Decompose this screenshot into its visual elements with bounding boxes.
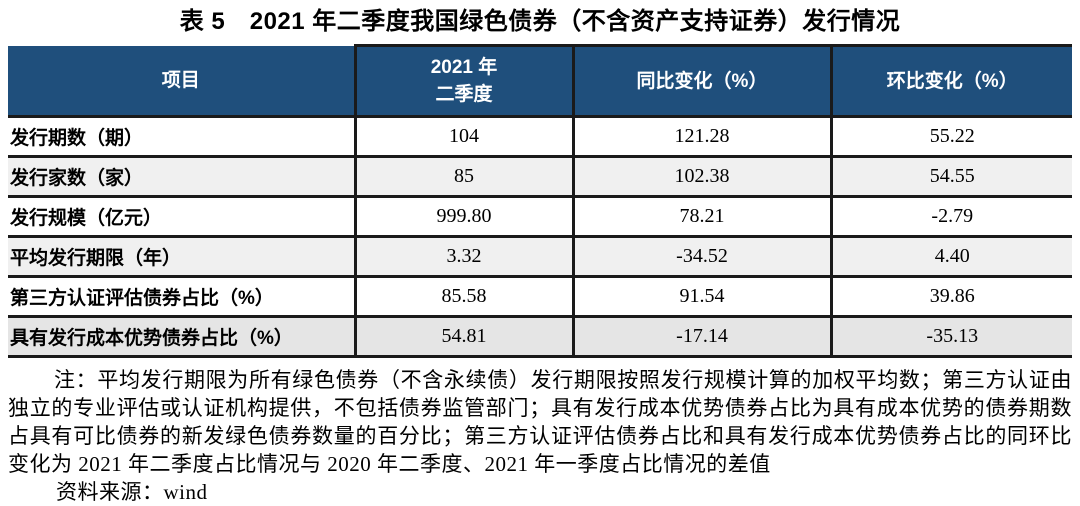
row-qoq-value: 55.22 bbox=[831, 116, 1072, 158]
table-row: 具有发行成本优势债券占比（%） 54.81 -17.14 -35.13 bbox=[8, 316, 1072, 358]
header-2021-q2: 2021 年 二季度 bbox=[355, 44, 575, 118]
row-label: 发行期数（期） bbox=[8, 116, 357, 158]
row-q2-value: 54.81 bbox=[355, 316, 575, 358]
row-yoy-value: -17.14 bbox=[573, 316, 833, 358]
row-q2-value: 999.80 bbox=[355, 196, 575, 238]
table-footnote: 注：平均发行期限为所有绿色债券（不含永续债）发行期限按照发行规模计算的加权平均数… bbox=[8, 368, 1072, 476]
table-header-row: 项目 2021 年 二季度 同比变化（%） 环比变化（%） bbox=[8, 44, 1072, 118]
row-label: 发行家数（家） bbox=[8, 156, 357, 198]
row-q2-value: 3.32 bbox=[355, 236, 575, 278]
header-qoq-change: 环比变化（%） bbox=[831, 44, 1072, 118]
data-source: 资料来源：wind bbox=[56, 480, 208, 504]
table-row: 发行规模（亿元） 999.80 78.21 -2.79 bbox=[8, 196, 1072, 238]
table-row: 发行期数（期） 104 121.28 55.22 bbox=[8, 116, 1072, 158]
row-yoy-value: 78.21 bbox=[573, 196, 833, 238]
header-item: 项目 bbox=[8, 45, 357, 118]
table-row: 发行家数（家） 85 102.38 54.55 bbox=[8, 156, 1072, 198]
row-label: 发行规模（亿元） bbox=[8, 196, 357, 238]
row-yoy-value: -34.52 bbox=[573, 236, 833, 278]
header-yoy-change: 同比变化（%） bbox=[573, 44, 833, 118]
row-yoy-value: 102.38 bbox=[573, 156, 833, 198]
table-row: 平均发行期限（年） 3.32 -34.52 4.40 bbox=[8, 236, 1072, 278]
row-qoq-value: 4.40 bbox=[831, 236, 1072, 278]
row-qoq-value: -2.79 bbox=[831, 196, 1072, 238]
table-title: 表 5 2021 年二季度我国绿色债券（不含资产支持证券）发行情况 bbox=[179, 8, 901, 35]
row-yoy-value: 121.28 bbox=[573, 116, 833, 158]
header-2021-q2-line2: 二季度 bbox=[435, 84, 493, 105]
row-qoq-value: -35.13 bbox=[831, 316, 1072, 358]
row-q2-value: 85 bbox=[355, 156, 575, 198]
row-qoq-value: 54.55 bbox=[831, 156, 1072, 198]
row-label: 平均发行期限（年） bbox=[8, 236, 357, 278]
row-q2-value: 104 bbox=[355, 116, 575, 158]
table-row: 第三方认证评估债券占比（%） 85.58 91.54 39.86 bbox=[8, 276, 1072, 318]
row-q2-value: 85.58 bbox=[355, 276, 575, 318]
row-label: 第三方认证评估债券占比（%） bbox=[8, 276, 357, 318]
row-label: 具有发行成本优势债券占比（%） bbox=[8, 316, 357, 358]
green-bond-issuance-table: 项目 2021 年 二季度 同比变化（%） 环比变化（%） 发行期数（期） 10… bbox=[8, 44, 1072, 358]
header-2021-q2-line1: 2021 年 bbox=[430, 57, 498, 78]
row-yoy-value: 91.54 bbox=[573, 276, 833, 318]
row-qoq-value: 39.86 bbox=[831, 276, 1072, 318]
